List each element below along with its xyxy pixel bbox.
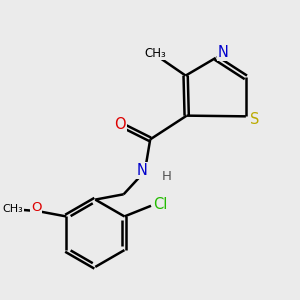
Text: N: N (136, 163, 148, 178)
Text: CH₃: CH₃ (145, 47, 166, 60)
Text: H: H (162, 170, 172, 183)
Text: O: O (114, 117, 126, 132)
Text: S: S (250, 112, 260, 128)
Text: CH₃: CH₃ (3, 204, 23, 214)
Text: O: O (31, 201, 41, 214)
Text: N: N (218, 45, 228, 60)
Text: Cl: Cl (153, 196, 167, 211)
